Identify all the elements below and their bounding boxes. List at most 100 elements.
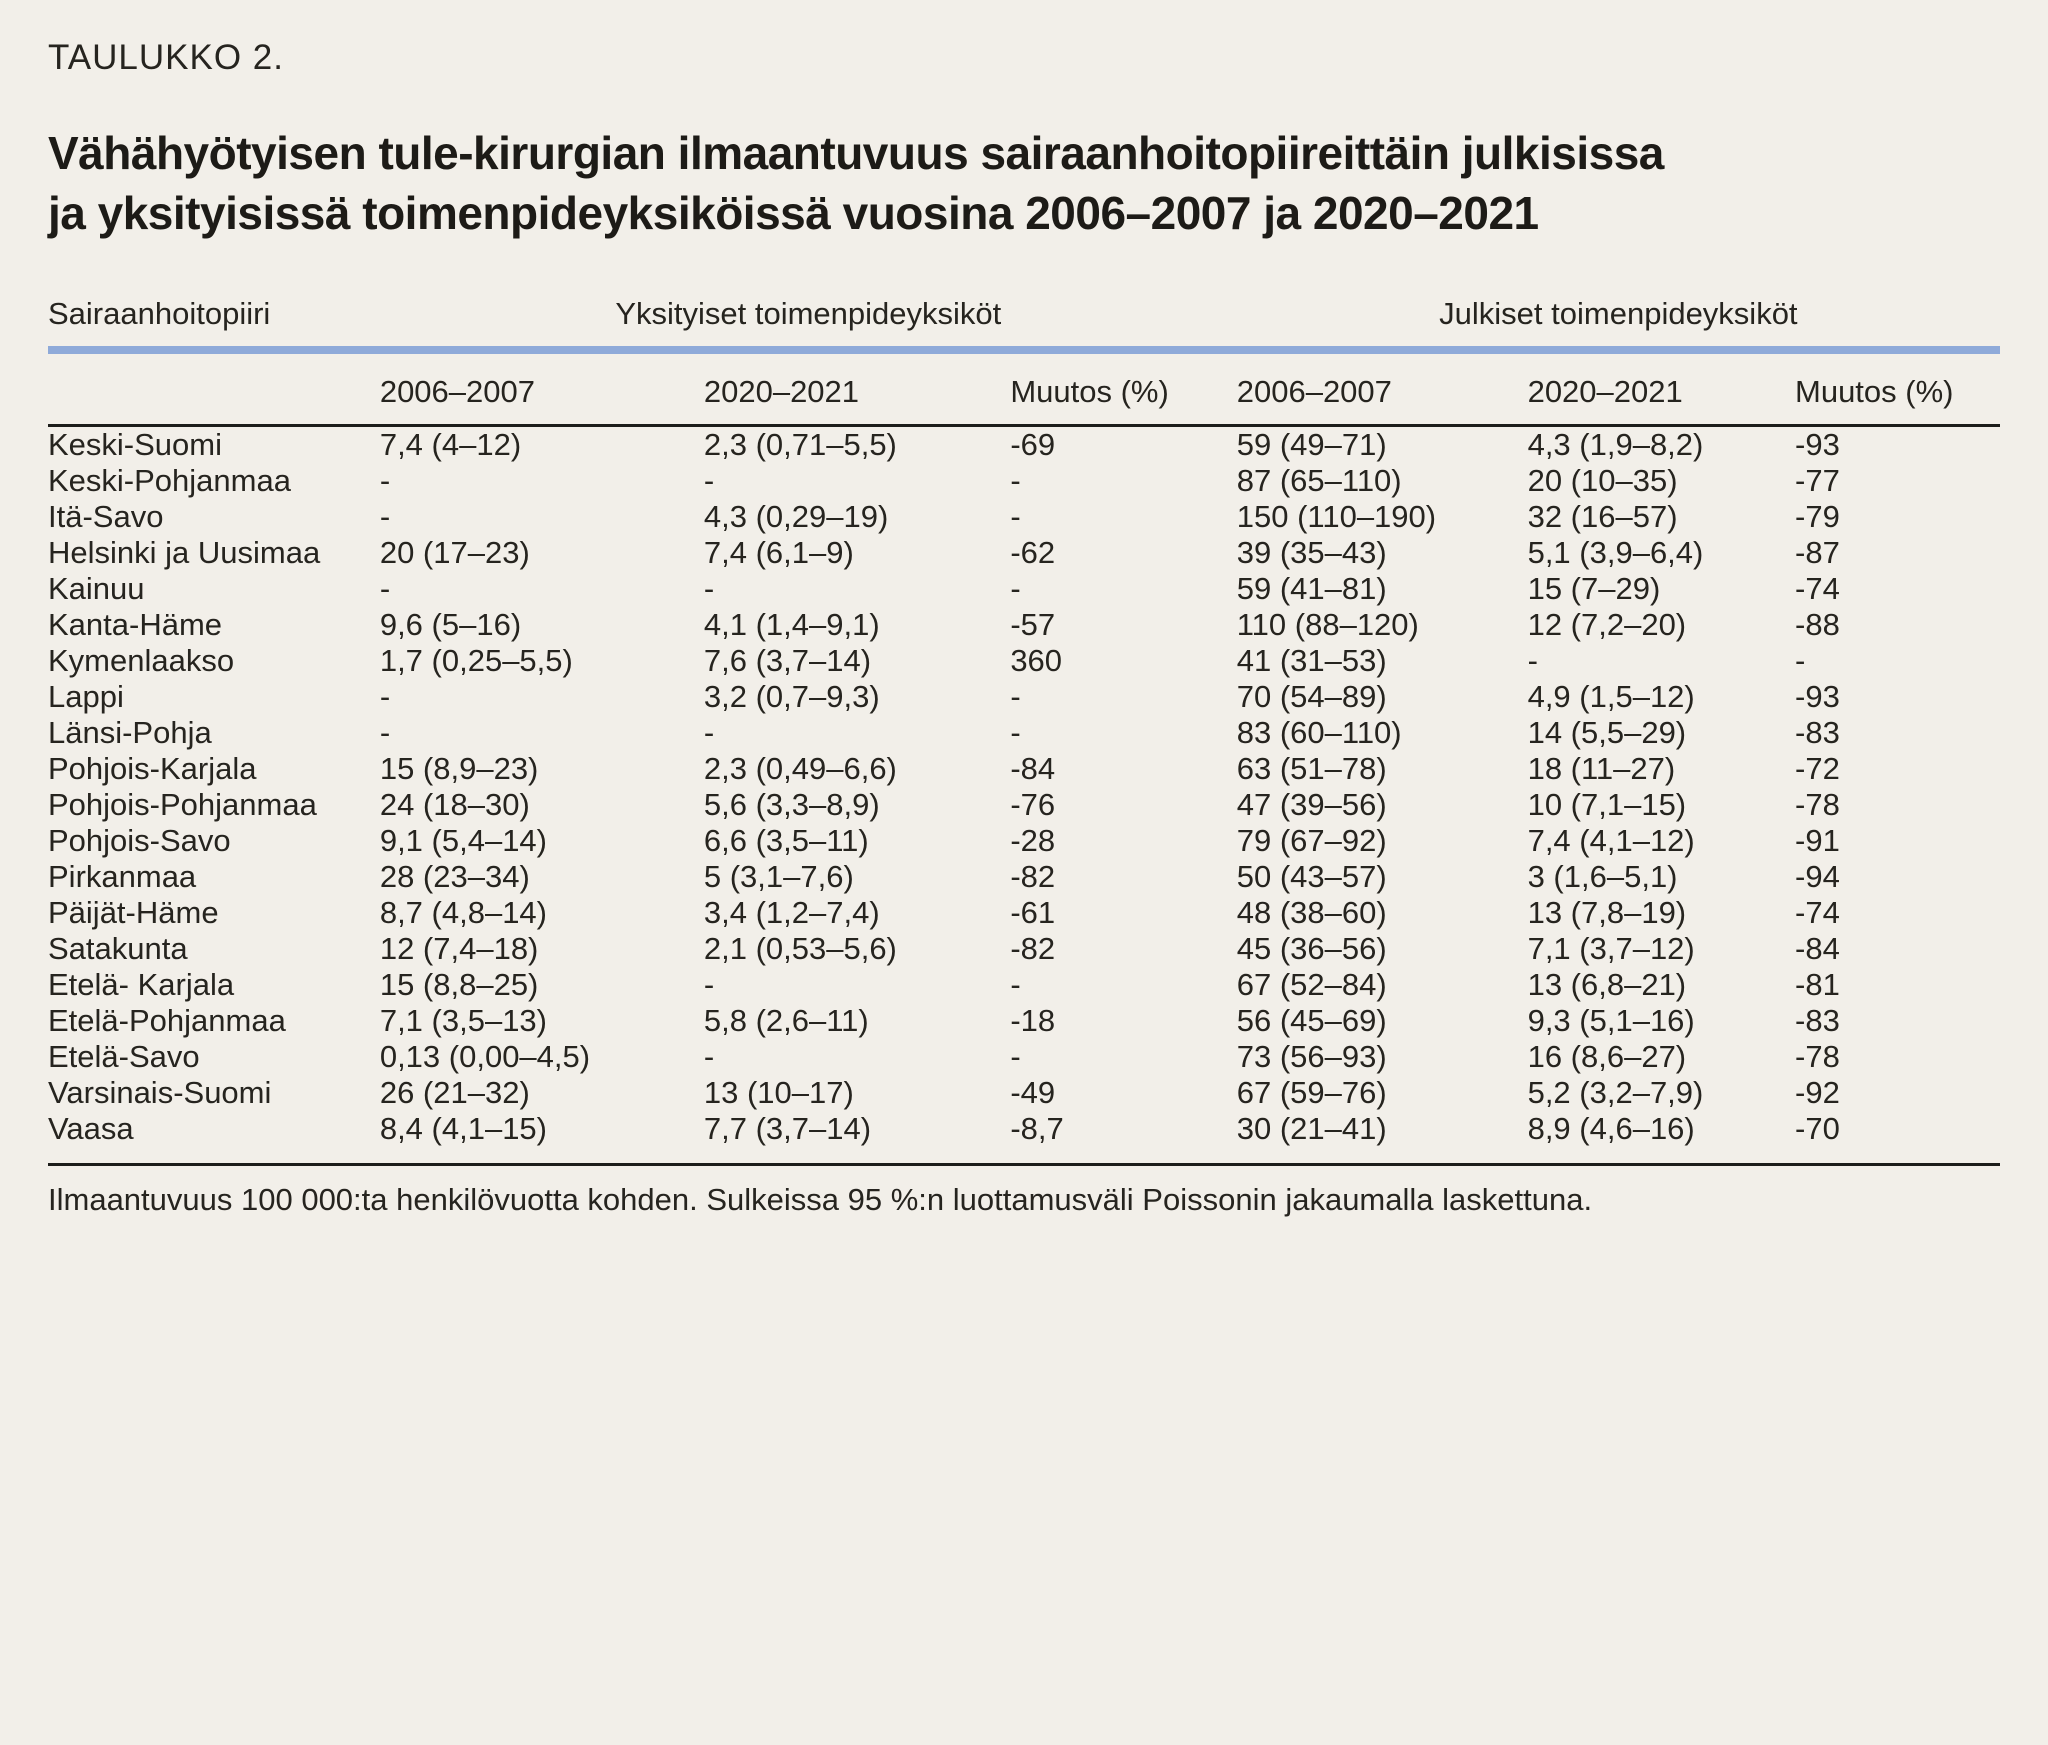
private-change-cell: -84 <box>1010 750 1056 786</box>
table-row: Pirkanmaa 28 (23–34) 5 (3,1–7,6) -82 50 (43–… <box>48 859 2000 895</box>
private-2006-2007-cell: - <box>379 570 391 606</box>
private-2006-2007-cell: 8,7 (4,8–14) <box>379 894 547 930</box>
private-2020-2021-cell: - <box>703 714 715 750</box>
private-change-cell: -69 <box>1010 426 1056 462</box>
private-2020-2021-cell: 7,7 (3,7–14) <box>703 1110 1011 1166</box>
public-2006-2007-cell: 47 (39–56) <box>1236 786 1387 822</box>
private-change-cell: -28 <box>1010 822 1056 858</box>
region-cell: Kymenlaakso <box>48 642 235 678</box>
private-2006-2007-cell: 0,13 (0,00–4,5) <box>379 1038 591 1074</box>
region-cell: Kainuu <box>48 570 145 606</box>
public-change-cell: -87 <box>1795 534 1840 570</box>
region-cell: Etelä-Savo <box>48 1038 200 1074</box>
public-2020-2021-cell: 7,1 (3,7–12) <box>1527 930 1695 966</box>
private-2006-2007-cell: 26 (21–32) <box>379 1074 530 1110</box>
region-cell: Pirkanmaa <box>48 858 197 894</box>
table-row: Helsinki ja Uusimaa 20 (17–23) 7,4 (6,1–9)… <box>48 535 2000 571</box>
private-2006-2007-cell: 15 (8,9–23) <box>379 750 539 786</box>
region-cell: Länsi-Pohja <box>48 714 212 750</box>
public-2020-2021-cell: 18 (11–27) <box>1527 750 1676 786</box>
public-2006-2007-cell: 48 (38–60) <box>1236 894 1387 930</box>
private-change-cell: -76 <box>1010 786 1056 822</box>
table-body: Keski-Suomi 7,4 (4–12) 2,3 (0,71–5,5) -69 59… <box>48 425 2000 1166</box>
table-row: Etelä- Karjala 15 (8,8–25) - - 67 (52–84) 13 … <box>48 967 2000 1003</box>
sub-header-public-2006-2007: 2006–2007 <box>1236 349 1528 427</box>
private-2020-2021-cell: 13 (10–17) <box>703 1074 854 1110</box>
public-2020-2021-cell: 20 (10–35) <box>1527 462 1678 498</box>
private-2020-2021-cell: 4,1 (1,4–9,1) <box>703 606 880 642</box>
public-2020-2021-cell: 12 (7,2–20) <box>1527 606 1687 642</box>
region-cell: Päijät-Häme <box>48 894 219 930</box>
private-2020-2021-cell: 2,3 (0,49–6,6) <box>703 750 897 786</box>
private-change-cell: 360 <box>1010 642 1063 678</box>
public-change-cell: -91 <box>1795 822 1840 858</box>
table-row: Päijät-Häme 8,7 (4,8–14) 3,4 (1,2–7,4) -61 4… <box>48 895 2000 931</box>
table-row: Kanta-Häme 9,6 (5–16) 4,1 (1,4–9,1) -57 110 … <box>48 607 2000 643</box>
table-row: Pohjois-Pohjanmaa 24 (18–30) 5,6 (3,3–8,9)… <box>48 787 2000 823</box>
private-2020-2021-cell: 3,2 (0,7–9,3) <box>703 678 880 714</box>
public-change-cell: -94 <box>1795 858 1840 894</box>
group-header-public: Julkiset toimenpideyksiköt <box>1236 295 2000 354</box>
table-row: Länsi-Pohja - - - 83 (60–110) 14 (5,5–29) -83 <box>48 715 2000 751</box>
private-2020-2021-cell: - <box>703 966 715 1002</box>
table-row: Keski-Suomi 7,4 (4–12) 2,3 (0,71–5,5) -69 59… <box>48 425 2000 463</box>
public-change-cell: -84 <box>1795 930 1840 966</box>
public-2020-2021-cell: - <box>1527 642 1538 678</box>
table-row: Kymenlaakso 1,7 (0,25–5,5) 7,6 (3,7–14) 360… <box>48 643 2000 679</box>
public-2020-2021-cell: 3 (1,6–5,1) <box>1527 858 1678 894</box>
table-row: Itä-Savo - 4,3 (0,29–19) - 150 (110–190) 32 (… <box>48 499 2000 535</box>
public-2006-2007-cell: 67 (59–76) <box>1236 1074 1387 1110</box>
region-cell: Itä-Savo <box>48 498 164 534</box>
table-row: Vaasa 8,4 (4,1–15) 7,7 (3,7–14) -8,7 30 (21–… <box>48 1110 2000 1166</box>
public-2006-2007-cell: 79 (67–92) <box>1236 822 1387 858</box>
sub-header-public-2020-2021: 2020–2021 <box>1527 349 1795 427</box>
public-2020-2021-cell: 8,9 (4,6–16) <box>1527 1110 1795 1166</box>
public-2006-2007-cell: 150 (110–190) <box>1236 498 1437 534</box>
private-change-cell: -62 <box>1010 534 1056 570</box>
public-change-cell: -93 <box>1795 426 1840 462</box>
sub-header-public-change: Muutos (%) <box>1795 349 2000 427</box>
public-2006-2007-cell: 59 (49–71) <box>1236 426 1387 462</box>
region-cell: Etelä-Pohjanmaa <box>48 1002 286 1038</box>
private-2020-2021-cell: 6,6 (3,5–11) <box>703 822 869 858</box>
public-2006-2007-cell: 45 (36–56) <box>1236 930 1387 966</box>
public-2020-2021-cell: 7,4 (4,1–12) <box>1527 822 1695 858</box>
private-2020-2021-cell: - <box>703 462 715 498</box>
public-2020-2021-cell: 13 (7,8–19) <box>1527 894 1687 930</box>
public-2006-2007-cell: 70 (54–89) <box>1236 678 1387 714</box>
region-cell: Keski-Pohjanmaa <box>48 462 291 498</box>
private-change-cell: -18 <box>1010 1002 1056 1038</box>
private-change-cell: - <box>1010 966 1021 1002</box>
private-2006-2007-cell: 8,4 (4,1–15) <box>379 1110 704 1166</box>
private-2020-2021-cell: 3,4 (1,2–7,4) <box>703 894 880 930</box>
public-change-cell: -74 <box>1795 894 1840 930</box>
private-2006-2007-cell: - <box>379 498 391 534</box>
sub-header-empty <box>48 349 380 427</box>
public-change-cell: -93 <box>1795 678 1840 714</box>
public-2020-2021-cell: 4,3 (1,9–8,2) <box>1527 426 1704 462</box>
public-change-cell: -83 <box>1795 714 1840 750</box>
incidence-table: Sairaanhoitopiiri Yksityiset toimenpidey… <box>48 295 2000 1166</box>
sub-header-private-2020-2021: 2020–2021 <box>703 349 1011 427</box>
table-row: Keski-Pohjanmaa - - - 87 (65–110) 20 (10–35) -… <box>48 463 2000 499</box>
public-2006-2007-cell: 30 (21–41) <box>1236 1110 1528 1166</box>
private-2006-2007-cell: 28 (23–34) <box>379 858 530 894</box>
public-change-cell: -70 <box>1795 1110 2000 1166</box>
sub-header-row: 2006–2007 2020–2021 Muutos (%) 2006–2007… <box>48 349 2000 427</box>
region-cell: Varsinais-Suomi <box>48 1074 272 1110</box>
private-2006-2007-cell: 7,1 (3,5–13) <box>379 1002 547 1038</box>
private-2020-2021-cell: - <box>703 570 715 606</box>
public-2020-2021-cell: 4,9 (1,5–12) <box>1527 678 1695 714</box>
table-row: Etelä-Pohjanmaa 7,1 (3,5–13) 5,8 (2,6–11) -… <box>48 1003 2000 1039</box>
region-cell: Satakunta <box>48 930 188 966</box>
private-change-cell: - <box>1010 714 1021 750</box>
public-change-cell: - <box>1795 642 1806 678</box>
public-2006-2007-cell: 87 (65–110) <box>1236 462 1402 498</box>
private-change-cell: - <box>1010 678 1021 714</box>
region-cell: Helsinki ja Uusimaa <box>48 534 321 570</box>
public-change-cell: -78 <box>1795 1038 1840 1074</box>
private-2020-2021-cell: 5,8 (2,6–11) <box>703 1002 869 1038</box>
private-2020-2021-cell: 7,4 (6,1–9) <box>703 534 854 570</box>
private-2020-2021-cell: - <box>703 1038 715 1074</box>
